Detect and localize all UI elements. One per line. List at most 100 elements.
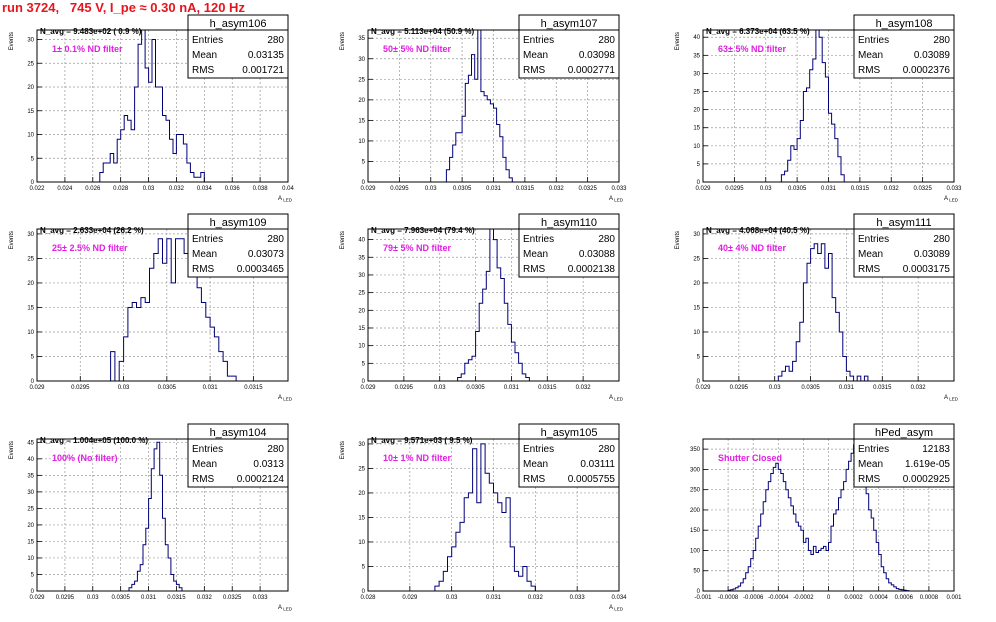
x-tick-label: 0.022 [29,186,45,192]
y-tick-label: 5 [697,354,701,360]
stats-box [187,14,289,79]
x-tick-label: 0.0305 [801,385,820,391]
stats-box [853,423,955,488]
histogram-panel: 0.029 0.0295 0.03 0.0305 0.031 0.0315 0 5 10 15 20… [9,213,293,402]
stats-value: 280 [267,444,284,455]
y-tick-label: 15 [693,305,700,311]
y-axis-label: Events [9,231,15,249]
stats-key: Mean [192,459,217,470]
stats-value: 0.03073 [248,249,285,260]
stats-key: RMS [523,264,546,275]
x-tick-label: 0.029 [360,385,376,391]
x-tick-label: 0.0325 [913,186,932,192]
stats-box [187,423,289,488]
y-tick-label: 20 [358,308,365,314]
y-tick-label: 30 [693,232,700,238]
x-tick-label: 0.0008 [920,595,939,601]
y-axis-label: Events [675,231,681,249]
histogram-panel: 0.029 0.0295 0.03 0.0305 0.031 0.0315 0.032 0.0… [340,14,627,203]
y-tick-label: 35 [27,473,34,479]
y-tick-label: 50 [693,569,700,575]
stats-value: 280 [598,234,615,245]
histogram-line [128,441,183,591]
stats-value: 280 [267,234,284,245]
x-tick-label: 0.0315 [167,595,186,601]
x-tick-label: 0.0325 [578,186,597,192]
x-tick-label: 0.0305 [158,385,177,391]
histogram-line [457,228,530,381]
navg-label: N_avg = 9.483e+02 ( 0.9 %) [40,27,142,36]
y-tick-label: 35 [693,53,700,59]
y-tick-label: 20 [358,491,365,497]
x-axis-label: A LED [609,196,624,203]
stats-value: 0.03088 [579,249,616,260]
stats-key: RMS [858,65,881,76]
x-tick-label: 0.031 [486,186,502,192]
x-axis-label: A LED [609,395,624,402]
x-tick-label: 0.0295 [71,385,90,391]
x-tick-label: 0.031 [504,385,520,391]
y-tick-label: 35 [358,36,365,42]
histogram-name: h_asym106 [210,18,267,30]
x-tick-label: 0.0002 [844,595,863,601]
y-tick-label: 30 [358,273,365,279]
y-tick-label: 25 [358,466,365,472]
y-tick-label: 25 [693,90,700,96]
x-tick-label: 0.036 [225,186,241,192]
y-tick-label: 0 [362,379,366,385]
x-tick-label: 0.028 [113,186,129,192]
stats-box [518,423,620,488]
stats-value: 0.0003465 [237,264,285,275]
histogram-panel: -0.001 -0.0008 -0.0006 -0.0004 -0.0002 0 0.000… [690,423,962,601]
stats-key: Entries [858,234,889,245]
x-tick-label: 0.0315 [244,385,263,391]
filter-annotation: 79± 5% ND filter [383,243,451,253]
x-tick-label: 0.031 [839,385,855,391]
x-tick-label: 0.024 [57,186,73,192]
x-tick-label: 0.0305 [466,385,485,391]
y-tick-label: 5 [31,354,35,360]
stats-key: Mean [523,459,548,470]
x-tick-label: 0.0305 [788,186,807,192]
x-tick-label: 0.0295 [395,385,414,391]
stats-box [853,213,955,278]
x-axis-label: A LED [278,605,293,612]
x-tick-label: 0.032 [197,595,213,601]
x-tick-label: 0.026 [85,186,101,192]
stats-key: Entries [858,444,889,455]
histogram-panel: 0.029 0.0295 0.03 0.0305 0.031 0.0315 0.032 0.0… [9,423,293,612]
x-axis-label: A LED [944,395,959,402]
x-tick-label: 0.0295 [730,385,749,391]
y-tick-label: 30 [27,38,34,44]
y-tick-label: 15 [358,118,365,124]
x-tick-label: -0.0008 [718,595,739,601]
y-tick-label: 20 [27,523,34,529]
y-tick-label: 10 [693,144,700,150]
x-tick-label: 0.03 [87,595,99,601]
x-tick-label: -0.001 [694,595,712,601]
x-tick-label: 0.031 [821,186,837,192]
navg-label: N_avg = 9.571e+03 ( 9.5 %) [371,436,473,445]
histogram-panel: 0.029 0.0295 0.03 0.0305 0.031 0.0315 0.032 0 5 1… [675,213,959,402]
stats-value: 0.03135 [248,50,285,61]
main-title: run 3724, 745 V, I_pe ≈ 0.30 nA, 120 Hz [2,0,245,15]
x-tick-label: 0.0315 [516,186,535,192]
x-tick-label: 0.0295 [390,186,409,192]
x-tick-label: 0.032 [576,385,592,391]
stats-value: 280 [933,234,950,245]
y-tick-label: 20 [358,98,365,104]
histogram-panel: 0.028 0.029 0.03 0.031 0.032 0.033 0.034 0 5 10 15… [340,423,627,612]
histogram-line [110,238,237,382]
y-axis-label: Events [340,231,346,249]
y-tick-label: 5 [362,159,366,165]
y-tick-label: 0 [362,589,366,595]
y-tick-label: 25 [693,256,700,262]
x-tick-label: 0.038 [253,186,269,192]
x-tick-label: 0.03 [118,385,130,391]
histogram-panel: 0.029 0.0295 0.03 0.0305 0.031 0.0315 0.032 0.0… [675,14,962,203]
histogram-panel: 0.029 0.0295 0.03 0.0305 0.031 0.0315 0.032 0 5 1… [340,213,624,402]
stats-key: Mean [192,50,217,61]
x-axis-label: A LED [609,605,624,612]
y-axis-label: Events [340,441,346,459]
